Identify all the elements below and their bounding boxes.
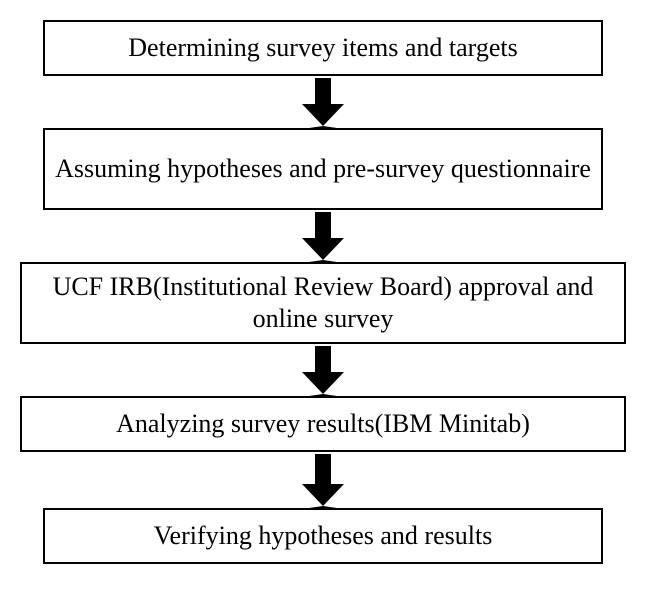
arrow-n1-n2 [302, 78, 344, 129]
flow-node-n1: Determining survey items and targets [43, 20, 603, 76]
arrow-shaft [315, 212, 331, 238]
arrow-head-icon [302, 104, 344, 129]
flow-node-n4: Analyzing survey results(IBM Minitab) [20, 396, 626, 452]
flow-node-n2: Assuming hypotheses and pre-survey quest… [43, 128, 603, 210]
arrow-shaft [315, 78, 331, 104]
arrow-head-icon [302, 484, 344, 509]
arrow-n4-n5 [302, 454, 344, 509]
flow-node-n3: UCF IRB(Institutional Review Board) appr… [20, 262, 626, 344]
arrow-head-icon [302, 238, 344, 263]
arrow-head-icon [302, 372, 344, 397]
flow-node-n5: Verifying hypotheses and results [43, 508, 603, 564]
arrow-shaft [315, 454, 331, 484]
arrow-shaft [315, 346, 331, 372]
arrow-n3-n4 [302, 346, 344, 397]
arrow-n2-n3 [302, 212, 344, 263]
flowchart-container: Determining survey items and targets Assu… [0, 0, 646, 599]
